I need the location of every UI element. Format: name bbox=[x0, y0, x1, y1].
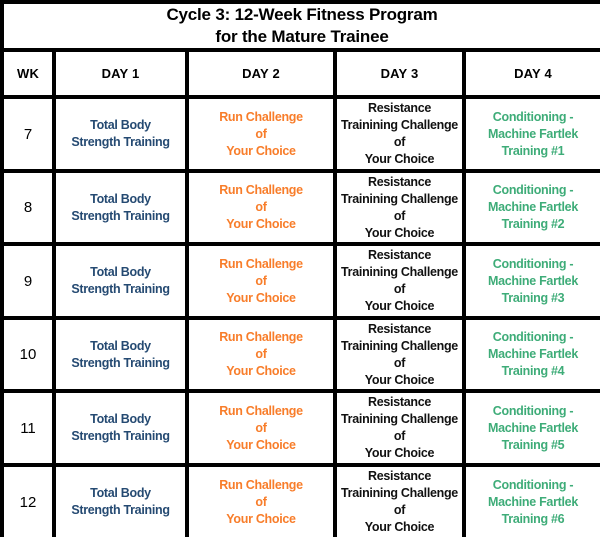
day2-cell: Run Challenge of Your Choice bbox=[185, 242, 337, 320]
week-number: 7 bbox=[0, 95, 56, 173]
col-header-day1: DAY 1 bbox=[52, 48, 189, 99]
col-header-wk: WK bbox=[0, 48, 56, 99]
day4-cell: Conditioning - Machine Fartlek Training … bbox=[462, 95, 600, 173]
day4-cell: Conditioning - Machine Fartlek Training … bbox=[462, 169, 600, 246]
col-header-day4: DAY 4 bbox=[462, 48, 600, 99]
week-number: 8 bbox=[0, 169, 56, 246]
day1-cell: Total Body Strength Training bbox=[52, 316, 189, 393]
day3-cell: Resistance Trainining Challenge of Your … bbox=[333, 463, 466, 537]
day2-cell: Run Challenge of Your Choice bbox=[185, 95, 337, 173]
day1-cell: Total Body Strength Training bbox=[52, 169, 189, 246]
day3-cell: Resistance Trainining Challenge of Your … bbox=[333, 95, 466, 173]
table-row-week-7: 7 Total Body Strength Training Run Chall… bbox=[0, 95, 600, 173]
day1-cell: Total Body Strength Training bbox=[52, 389, 189, 467]
col-header-day3: DAY 3 bbox=[333, 48, 466, 99]
table-row-week-11: 11 Total Body Strength Training Run Chal… bbox=[0, 389, 600, 467]
week-number: 9 bbox=[0, 242, 56, 320]
day3-cell: Resistance Trainining Challenge of Your … bbox=[333, 316, 466, 393]
day3-cell: Resistance Trainining Challenge of Your … bbox=[333, 169, 466, 246]
day2-cell: Run Challenge of Your Choice bbox=[185, 316, 337, 393]
day1-cell: Total Body Strength Training bbox=[52, 242, 189, 320]
week-number: 10 bbox=[0, 316, 56, 393]
table-row-week-10: 10 Total Body Strength Training Run Chal… bbox=[0, 316, 600, 393]
day2-cell: Run Challenge of Your Choice bbox=[185, 169, 337, 246]
day3-cell: Resistance Trainining Challenge of Your … bbox=[333, 242, 466, 320]
day1-cell: Total Body Strength Training bbox=[52, 95, 189, 173]
table-row-week-8: 8 Total Body Strength Training Run Chall… bbox=[0, 169, 600, 246]
page-title: Cycle 3: 12-Week Fitness Program for the… bbox=[0, 0, 600, 52]
table-row-week-12: 12 Total Body Strength Training Run Chal… bbox=[0, 463, 600, 537]
day4-cell: Conditioning - Machine Fartlek Training … bbox=[462, 242, 600, 320]
day2-cell: Run Challenge of Your Choice bbox=[185, 463, 337, 537]
week-number: 12 bbox=[0, 463, 56, 537]
day3-cell: Resistance Trainining Challenge of Your … bbox=[333, 389, 466, 467]
table-row-week-9: 9 Total Body Strength Training Run Chall… bbox=[0, 242, 600, 320]
day2-cell: Run Challenge of Your Choice bbox=[185, 389, 337, 467]
day1-cell: Total Body Strength Training bbox=[52, 463, 189, 537]
week-number: 11 bbox=[0, 389, 56, 467]
col-header-day2: DAY 2 bbox=[185, 48, 337, 99]
day4-cell: Conditioning - Machine Fartlek Training … bbox=[462, 463, 600, 537]
day4-cell: Conditioning - Machine Fartlek Training … bbox=[462, 389, 600, 467]
header-row: WK DAY 1 DAY 2 DAY 3 DAY 4 bbox=[0, 48, 600, 99]
day4-cell: Conditioning - Machine Fartlek Training … bbox=[462, 316, 600, 393]
